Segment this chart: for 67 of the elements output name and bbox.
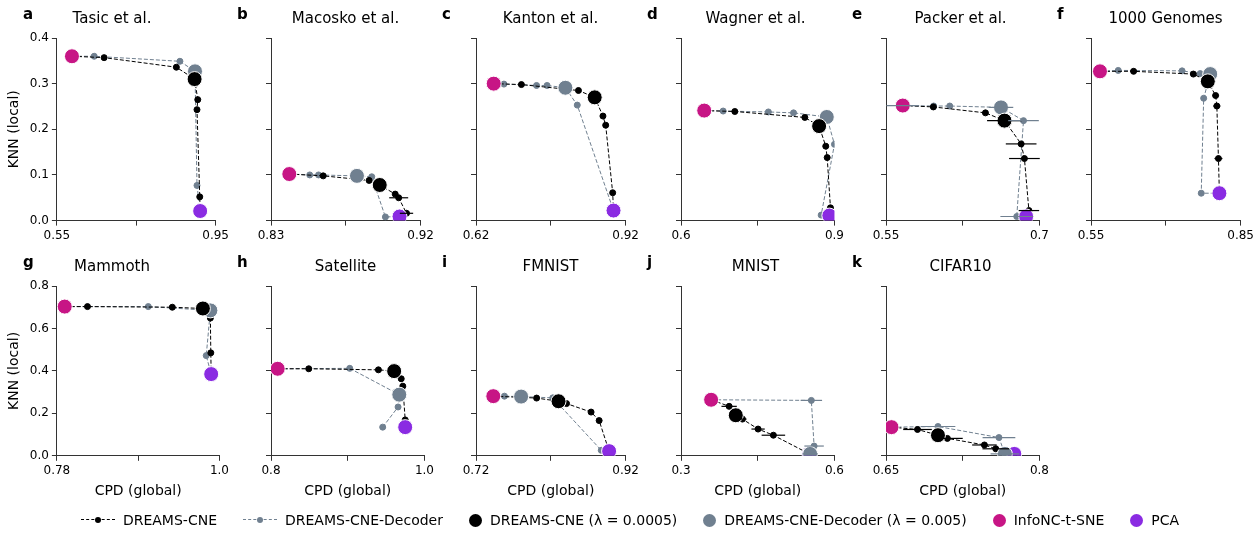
legend-label: PCA	[1151, 512, 1180, 528]
chart-title: Wagner et al.	[705, 8, 806, 27]
chart-title: MNIST	[731, 256, 780, 275]
x-tick-label: 0.62	[462, 227, 490, 242]
legend-label: DREAMS-CNE-Decoder	[284, 512, 443, 528]
x-axis-title: CPD (global)	[714, 482, 802, 499]
x-tick-label: 0.9	[824, 227, 844, 242]
legend-label: DREAMS-CNE-Decoder (λ = 0.005)	[724, 512, 967, 528]
chart-title: Tasic et al.	[71, 8, 152, 27]
chart-title: CIFAR10	[929, 256, 992, 275]
x-tick-label: 1.0	[414, 463, 434, 478]
text: e	[852, 5, 863, 24]
y-tick-label: 0.2	[29, 405, 49, 420]
y-axis-title: KNN (local)	[5, 90, 22, 169]
y-tick-label: 0.4	[29, 363, 49, 378]
y-tick-label: 0.1	[29, 167, 49, 182]
legend-label: InfoNC-t-SNE	[1013, 512, 1105, 528]
x-tick-label: 0.6	[671, 227, 691, 242]
y-tick-label: 0.0	[29, 447, 49, 462]
text: d	[647, 5, 658, 24]
y-tick-label: 0.4	[29, 30, 49, 45]
x-axis-title: CPD (global)	[507, 482, 595, 499]
chart-title: Mammoth	[74, 256, 150, 275]
text: c	[442, 5, 451, 24]
x-tick-label: 0.65	[872, 463, 900, 478]
x-tick-label: 0.78	[43, 463, 71, 478]
x-tick-label: 1.0	[209, 463, 229, 478]
legend-label: DREAMS-CNE (λ = 0.0005)	[490, 512, 678, 528]
x-tick-label: 0.85	[1227, 227, 1254, 242]
text: k	[852, 253, 863, 272]
x-axis-title: CPD (global)	[94, 482, 182, 499]
x-tick-label: 0.8	[261, 463, 281, 478]
x-tick-label: 0.3	[671, 463, 691, 478]
chart-title: Macosko et al.	[291, 8, 400, 27]
chart-title: Kanton et al.	[502, 8, 599, 27]
chart-title: Packer et al.	[914, 8, 1007, 27]
x-tick-label: 0.92	[407, 227, 434, 242]
text: f	[1057, 5, 1064, 24]
y-tick-label: 0.0	[29, 212, 49, 227]
x-tick-label: 0.55	[872, 227, 900, 242]
text: h	[237, 253, 248, 272]
x-tick-label: 0.8	[1029, 463, 1049, 478]
y-tick-label: 0.2	[29, 121, 49, 136]
legend-label: DREAMS-CNE	[122, 512, 217, 528]
chart-title: Satellite	[314, 256, 377, 275]
text: a	[22, 5, 34, 24]
text: b	[237, 5, 248, 24]
text: j	[646, 253, 653, 272]
x-tick-label: 0.92	[612, 227, 639, 242]
x-tick-label: 0.7	[1029, 227, 1049, 242]
chart-title: 1000 Genomes	[1108, 8, 1223, 27]
y-tick-label: 0.3	[29, 75, 49, 90]
x-axis-title: CPD (global)	[304, 482, 392, 499]
x-tick-label: 0.92	[612, 463, 639, 478]
x-tick-label: 0.72	[462, 463, 490, 478]
x-tick-label: 0.83	[257, 227, 285, 242]
x-tick-label: 0.55	[43, 227, 71, 242]
y-tick-label: 0.8	[29, 278, 49, 293]
y-tick-label: 0.6	[29, 320, 49, 335]
x-tick-label: 0.55	[1077, 227, 1105, 242]
y-axis-title: KNN (local)	[5, 331, 22, 410]
chart-title: FMNIST	[522, 256, 580, 275]
x-axis-title: CPD (global)	[919, 482, 1007, 499]
x-tick-label: 0.6	[824, 463, 844, 478]
text: i	[442, 253, 448, 272]
x-tick-label: 0.95	[202, 227, 229, 242]
text: g	[22, 253, 34, 272]
